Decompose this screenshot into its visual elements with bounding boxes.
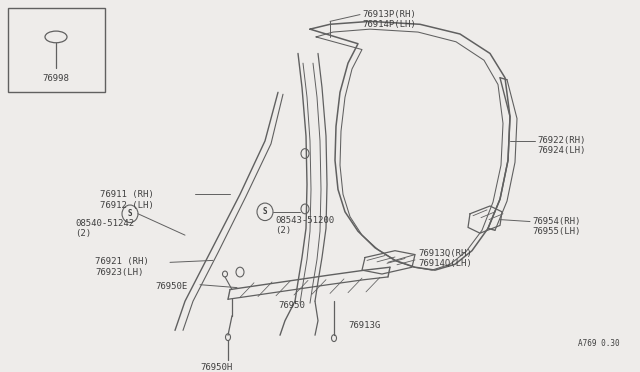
- Bar: [8, 8, 105, 92]
- Text: 76921 (RH)
76923(LH): 76921 (RH) 76923(LH): [95, 257, 148, 277]
- Text: 76913G: 76913G: [348, 321, 380, 330]
- Text: 76950: 76950: [278, 301, 305, 310]
- Text: A769 0.30: A769 0.30: [579, 339, 620, 348]
- Text: 76913Q(RH)
76914Q(LH): 76913Q(RH) 76914Q(LH): [418, 249, 472, 268]
- Text: 08543-51200
(2): 08543-51200 (2): [275, 216, 334, 235]
- Text: 76950H: 76950H: [200, 363, 232, 372]
- Text: S: S: [128, 209, 132, 218]
- Text: 08540-51242
(2): 08540-51242 (2): [75, 219, 134, 238]
- Text: 76913P(RH)
76914P(LH): 76913P(RH) 76914P(LH): [362, 10, 416, 29]
- Text: 76998: 76998: [43, 74, 69, 83]
- Text: 76911 (RH)
76912 (LH): 76911 (RH) 76912 (LH): [100, 190, 154, 210]
- Text: 76922(RH)
76924(LH): 76922(RH) 76924(LH): [537, 136, 586, 155]
- Text: 76950E: 76950E: [155, 282, 188, 291]
- Text: 76954(RH)
76955(LH): 76954(RH) 76955(LH): [532, 217, 580, 236]
- Text: S: S: [262, 207, 268, 217]
